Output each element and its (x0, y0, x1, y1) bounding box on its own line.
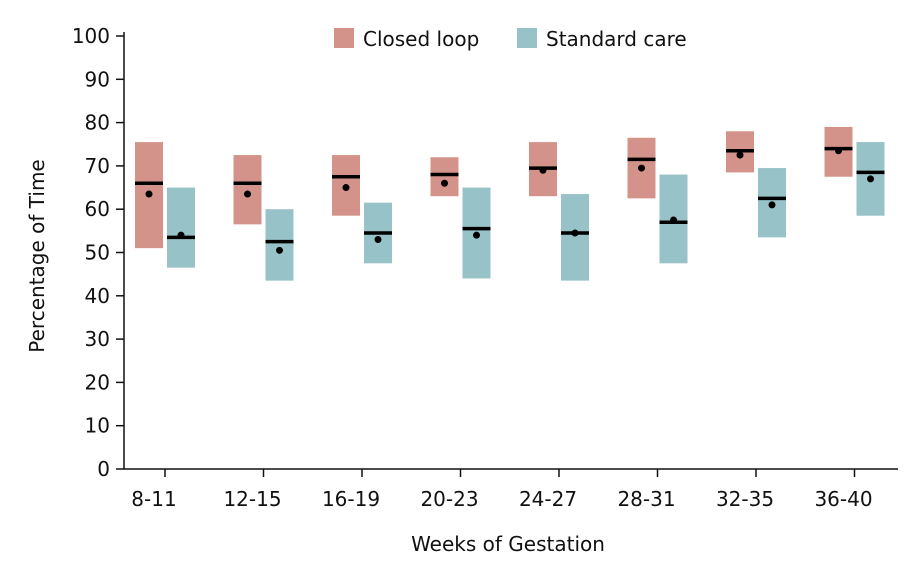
mean-point (276, 246, 283, 254)
y-tick-label: 90 (85, 67, 110, 91)
mean-point (342, 184, 350, 192)
mean-point (835, 147, 842, 155)
mean-point (867, 175, 874, 183)
box (561, 194, 589, 281)
box (265, 209, 294, 281)
mean-point (670, 216, 677, 224)
y-tick-label: 80 (85, 111, 110, 135)
y-tick-label: 50 (85, 241, 110, 265)
mean-point (145, 190, 153, 198)
y-tick-label: 0 (97, 457, 110, 481)
box (233, 155, 262, 225)
x-axis-title: Weeks of Gestation (411, 532, 605, 556)
box (167, 187, 195, 268)
mean-point (736, 151, 744, 159)
mean-point (539, 166, 547, 174)
y-tick-label: 100 (72, 24, 110, 48)
y-axis: 0 10 20 30 40 50 60 70 80 90 100 (72, 24, 125, 481)
y-tick-label: 60 (85, 197, 110, 221)
y-tick-label: 20 (85, 370, 110, 394)
x-tick-label: 28-31 (617, 487, 675, 511)
mean-point (441, 179, 448, 187)
mean-point (571, 229, 579, 237)
x-tick-label: 12-15 (223, 487, 281, 511)
legend-label: Closed loop (363, 27, 479, 51)
legend-swatch (334, 28, 354, 48)
x-tick-label: 20-23 (420, 487, 478, 511)
x-tick-label: 36-40 (814, 487, 872, 511)
x-tick-label: 8-11 (131, 487, 176, 511)
legend-swatch (517, 28, 537, 48)
y-axis-title: Percentage of Time (25, 159, 49, 352)
mean-point (244, 190, 251, 198)
mean-point (177, 231, 185, 239)
y-tick-label: 40 (85, 284, 110, 308)
plot-area (135, 126, 885, 281)
mean-point (638, 164, 645, 172)
series-closed-loop (135, 126, 853, 249)
mean-point (473, 231, 480, 239)
series-standard-care (167, 142, 885, 281)
mean-point (768, 201, 776, 209)
mean-point (374, 236, 382, 244)
y-tick-label: 70 (85, 154, 110, 178)
x-tick-label: 16-19 (322, 487, 380, 511)
y-tick-label: 30 (85, 327, 110, 351)
x-tick-label: 24-27 (519, 487, 577, 511)
x-tick-label: 32-35 (716, 487, 774, 511)
box (430, 157, 459, 197)
legend: Closed loop Standard care (334, 27, 687, 51)
x-axis: 8-11 12-15 16-19 20-23 24-27 28-31 32-35 36-40 (124, 468, 898, 511)
legend-label: Standard care (546, 27, 687, 51)
y-tick-label: 10 (85, 414, 110, 438)
